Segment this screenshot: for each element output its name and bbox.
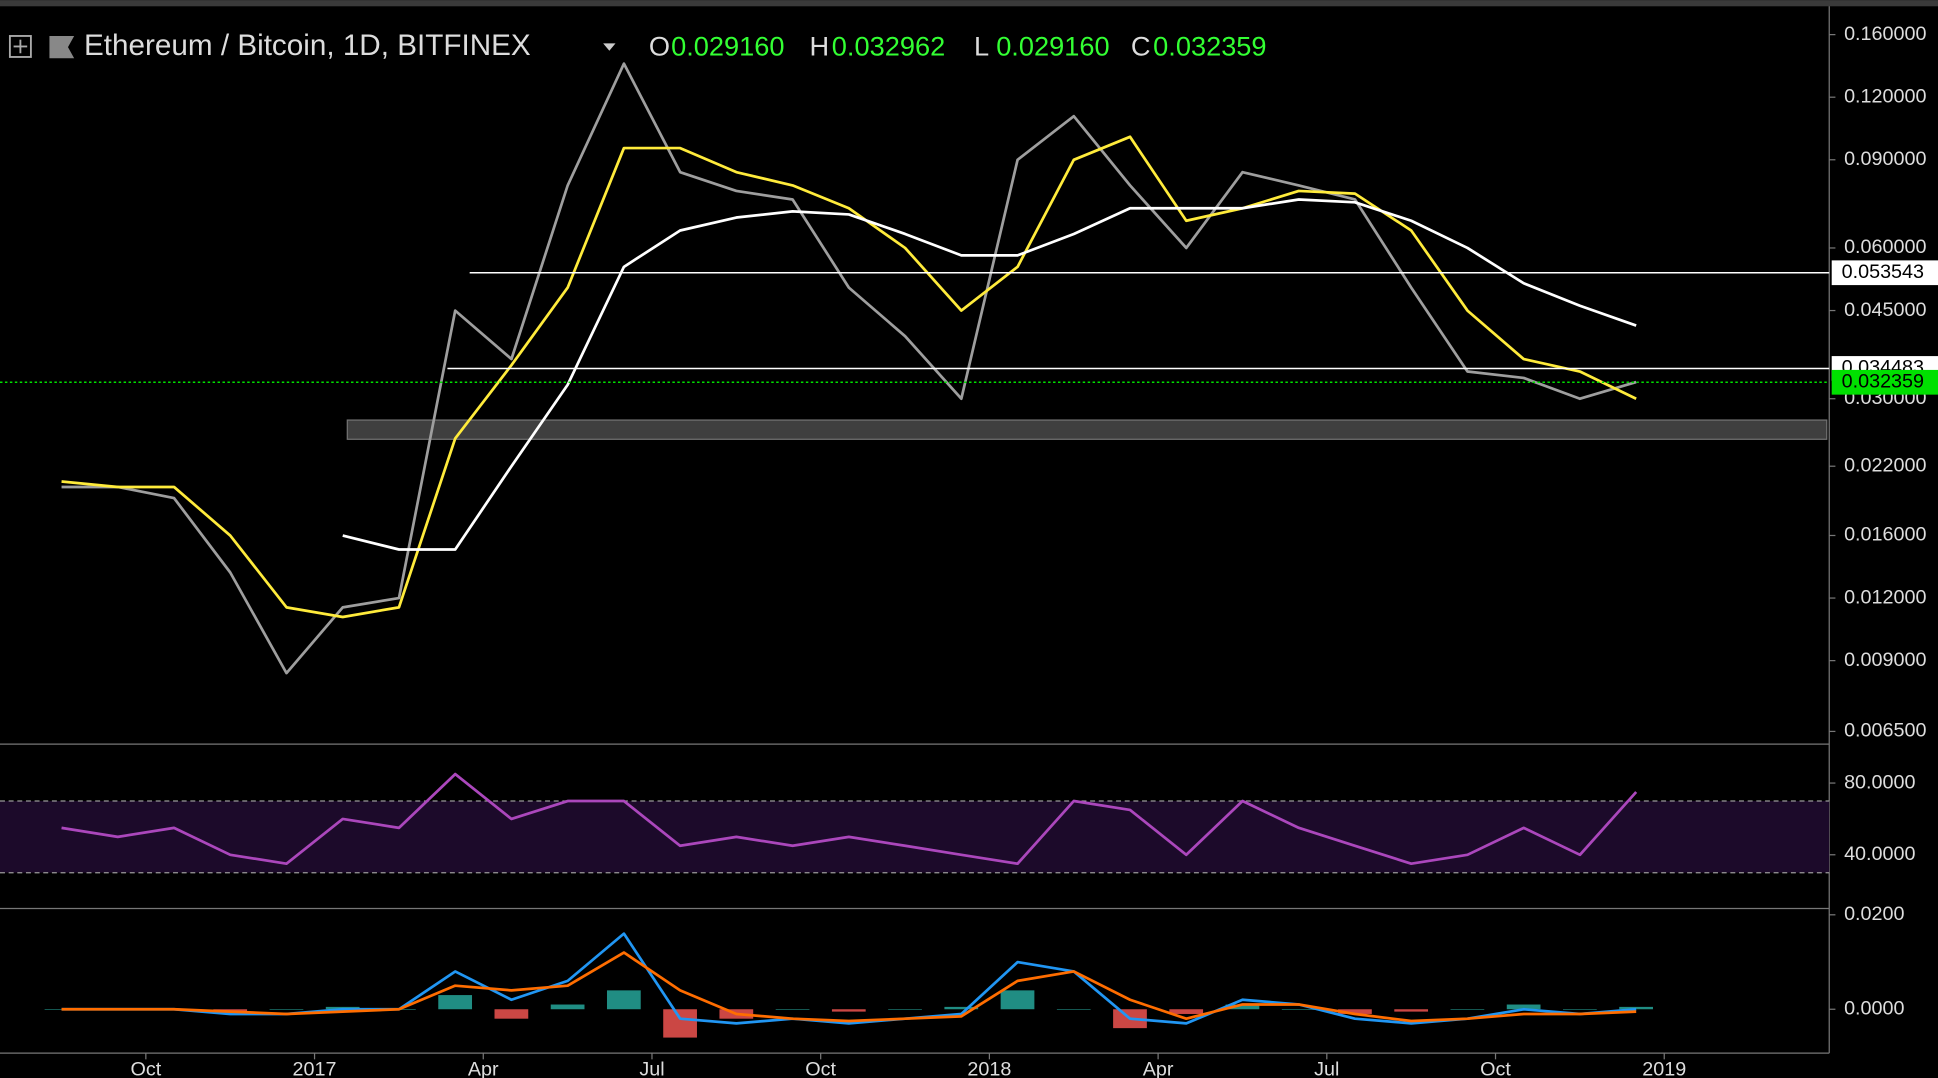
y-tick-label: 40.0000	[1844, 843, 1915, 865]
x-tick-label: 2019	[1642, 1059, 1686, 1078]
macd-histogram-bar	[1450, 1009, 1485, 1010]
x-tick-label: Jul	[639, 1059, 664, 1078]
series-line	[61, 62, 1637, 675]
macd-histogram-bar	[888, 1009, 922, 1010]
ohlc-value: 0.029160	[996, 31, 1109, 62]
macd-histogram-bar	[1169, 1009, 1204, 1014]
macd-histogram-bar	[775, 1009, 810, 1010]
x-tick-label: Oct	[805, 1059, 836, 1078]
ohlc-value: 0.032359	[1153, 31, 1266, 62]
macd-histogram-bar	[606, 990, 641, 1010]
y-tick-label: 0.0200	[1844, 903, 1904, 925]
ohlc-value: 0.029160	[671, 31, 784, 62]
price-label-box	[1831, 369, 1938, 395]
x-tick-label: 2018	[967, 1059, 1011, 1078]
ohlc-key: C	[1131, 31, 1151, 62]
ohlc-key: O	[649, 31, 670, 62]
macd-histogram-bar	[663, 1009, 697, 1038]
header: Ethereum / Bitcoin, 1D, BITFINEX O 0.0291…	[0, 22, 1267, 72]
macd-histogram-bar	[1563, 1009, 1597, 1010]
series-line	[61, 951, 1637, 1023]
macd-histogram-bar	[1056, 1009, 1091, 1010]
macd-histogram-bar	[1338, 1009, 1372, 1014]
macd-histogram-bar	[44, 1009, 79, 1010]
series-line	[61, 932, 1637, 1025]
price-label: 0.032359	[1842, 370, 1924, 392]
dropdown-arrow[interactable]	[603, 43, 616, 51]
y-tick-label: 0.0000	[1844, 997, 1904, 1019]
y-tick-label: 0.060000	[1844, 236, 1926, 258]
macd-histogram-bar	[1281, 1009, 1316, 1010]
ohlc-value: 0.032962	[832, 31, 945, 62]
ohlc-key: H	[810, 31, 830, 62]
x-tick-label: Oct	[130, 1059, 161, 1078]
x-tick-label: Apr	[1143, 1059, 1174, 1078]
macd-histogram-bar	[494, 1009, 529, 1019]
macd-histogram-bar	[1394, 1009, 1429, 1012]
price-label-box	[1831, 260, 1938, 286]
y-tick-label: 0.009000	[1844, 649, 1926, 671]
x-tick-label: Jul	[1314, 1059, 1339, 1078]
macd-histogram-bar	[269, 1009, 304, 1010]
y-tick-label: 0.006500	[1844, 720, 1926, 742]
macd-histogram-bar	[944, 1006, 979, 1010]
macd-histogram-bar	[1619, 1006, 1653, 1010]
ohlc-key: L	[974, 31, 989, 62]
flag-icon[interactable]	[49, 35, 75, 59]
macd-histogram-bar	[831, 1009, 866, 1012]
pane: 0.160000 0.120000 0.090000 0.060000 0.045000…	[0, 23, 1938, 742]
x-tick-label: Oct	[1480, 1059, 1511, 1078]
pane: 0.0200 0.0000	[44, 903, 1905, 1038]
series-line	[61, 772, 1638, 866]
macd-histogram-bar	[438, 995, 473, 1010]
y-tick-label: 80.0000	[1844, 771, 1915, 793]
macd-histogram-bar	[1506, 1004, 1541, 1010]
y-tick-label: 0.012000	[1844, 586, 1926, 608]
x-tick-label: Apr	[468, 1059, 499, 1078]
macd-histogram-bar	[1225, 1004, 1260, 1010]
header-backdrop	[0, 22, 544, 72]
macd-histogram-bar	[1000, 990, 1035, 1010]
ohlc: O 0.029160 H 0.032962 L 0.029160 C 0.032359	[649, 31, 1267, 62]
y-tick-label: 0.022000	[1844, 454, 1926, 476]
panes: 0.160000 0.120000 0.090000 0.060000 0.045000…	[0, 23, 1938, 1038]
price-label: 0.053543	[1842, 261, 1924, 283]
y-tick-label: 0.045000	[1844, 299, 1926, 321]
support-zone	[346, 419, 1828, 440]
series-line	[342, 198, 1637, 551]
top-strip	[0, 0, 1938, 7]
pane: 80.0000 40.0000	[0, 771, 1916, 874]
symbol-title[interactable]: Ethereum / Bitcoin, 1D, BITFINEX	[84, 29, 531, 62]
macd-histogram-bar	[550, 1004, 585, 1010]
y-tick-label: 0.016000	[1844, 524, 1926, 546]
series-line	[61, 135, 1637, 619]
y-tick-label: 0.160000	[1844, 23, 1926, 45]
x-tick-label: 2017	[293, 1059, 337, 1078]
rsi-band	[0, 800, 1830, 873]
y-tick-label: 0.090000	[1844, 148, 1926, 170]
y-tick-label: 0.120000	[1844, 85, 1926, 107]
expand-icon[interactable]	[8, 35, 32, 58]
